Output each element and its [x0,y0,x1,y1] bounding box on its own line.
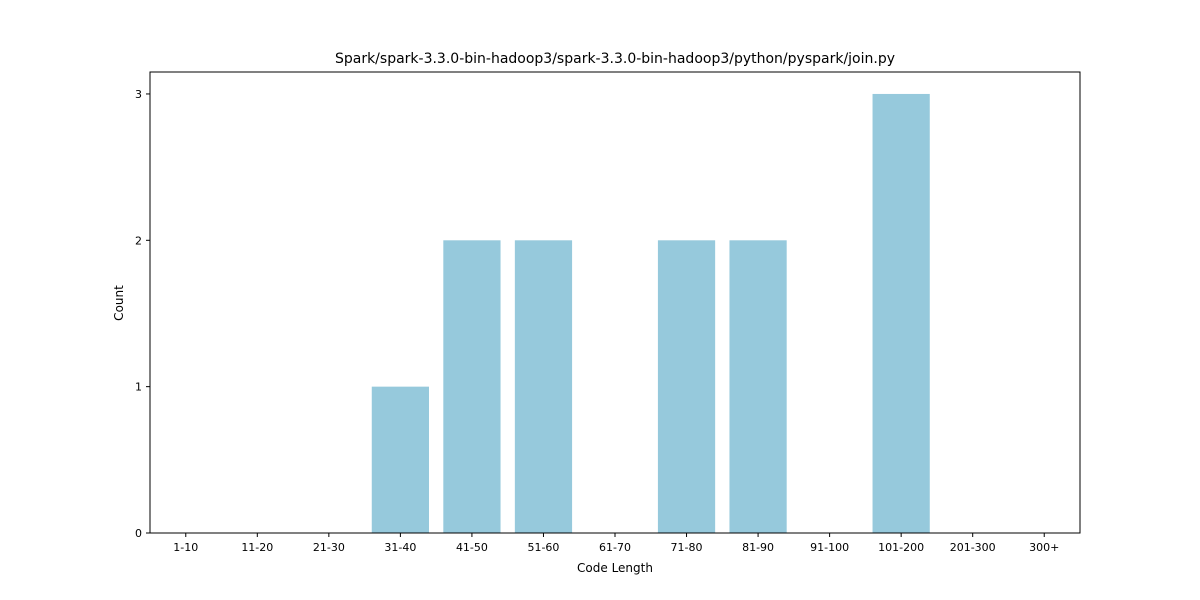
x-tick-label: 300+ [1029,541,1059,554]
x-tick-label: 71-80 [671,541,703,554]
bar-101-200 [872,93,930,533]
x-tick-label: 61-70 [599,541,631,554]
chart-title: Spark/spark-3.3.0-bin-hadoop3/spark-3.3.… [335,51,895,67]
y-tick-label: 2 [135,234,142,247]
bar-81-90 [729,240,787,534]
x-tick-label: 11-20 [241,541,273,554]
y-tick-label: 0 [135,527,142,540]
y-axis-label: Count [112,285,126,321]
x-axis-label: Code Length [577,561,653,575]
x-tick-label: 91-100 [810,541,849,554]
x-tick-label: 41-50 [456,541,488,554]
y-tick-label: 1 [135,381,142,394]
y-tick-label: 3 [135,88,142,101]
x-tick-label: 51-60 [527,541,559,554]
x-tick-label: 81-90 [742,541,774,554]
y-axis-ticks: 0 1 2 3 [135,88,150,540]
bar-41-50 [443,240,501,534]
bar-31-40 [371,386,429,533]
bars-group [371,93,930,534]
plot-frame [149,71,1081,534]
bar-51-60 [514,240,573,534]
x-axis-ticks: 1-10 11-20 21-30 31-40 41-50 51-60 61-70 71-80 8… [173,533,1059,554]
x-tick-label: 31-40 [384,541,416,554]
x-tick-label: 21-30 [313,541,345,554]
bar-71-80 [657,240,716,534]
x-tick-label: 201-300 [950,541,996,554]
x-tick-label: 101-200 [878,541,924,554]
x-tick-label: 1-10 [173,541,198,554]
